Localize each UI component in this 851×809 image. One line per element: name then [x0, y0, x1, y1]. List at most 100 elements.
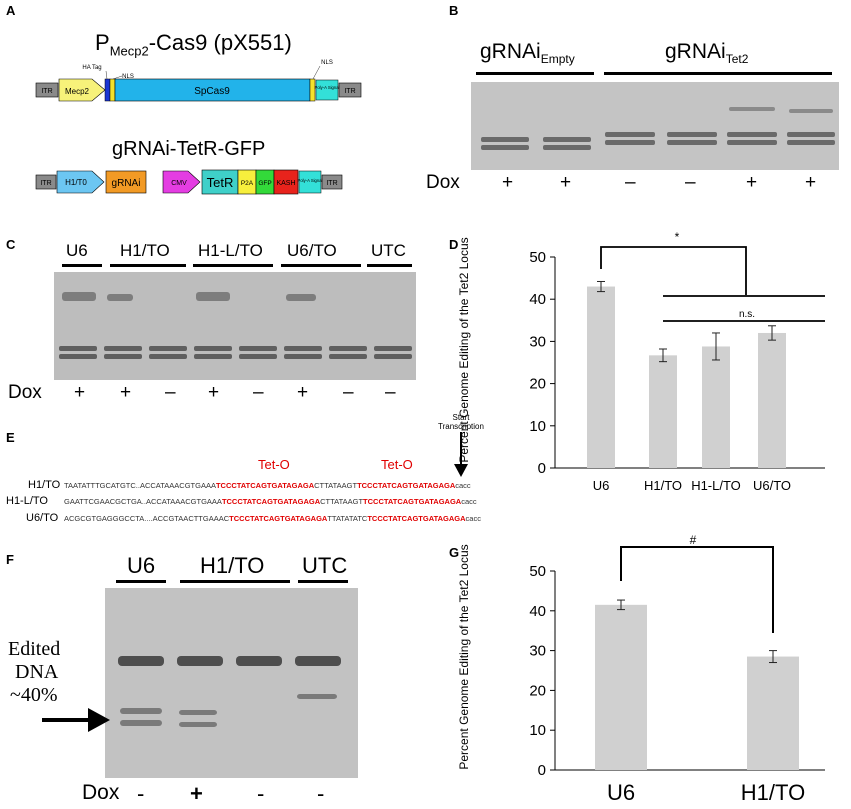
construct2-title: gRNAi-TetR-GFP: [112, 138, 266, 160]
group2-label-main: gRNAi: [665, 40, 726, 63]
y-tick-label: 10: [529, 418, 546, 435]
panel-label-b: B: [449, 3, 459, 18]
grnai-box: [105, 170, 147, 194]
seq-part: ACGCGTGAGGGCCTA....ACCGTAACTTGAAAC: [64, 514, 230, 523]
band: [104, 354, 142, 359]
band: [104, 346, 142, 351]
band: [177, 656, 223, 666]
f-bar-utc: [298, 580, 348, 583]
group1-bar: [476, 72, 594, 75]
gel-b-background: [471, 82, 839, 170]
category-label: U6: [593, 478, 610, 493]
f-group-u6: U6: [127, 553, 156, 578]
y-tick-label: 20: [529, 682, 546, 699]
gel-f-background: [105, 588, 358, 778]
itr-left-box: [35, 82, 59, 98]
kash-box: [273, 169, 299, 195]
kash-label: KASH: [276, 180, 295, 187]
chart-d-bars: [587, 280, 786, 468]
start-transcription-label: Start Transcription: [436, 413, 486, 431]
band: [284, 354, 322, 359]
band: [667, 132, 717, 137]
itr2-right-label: ITR: [326, 180, 337, 187]
chart-g-ticks: 0 10 20 30 40 50: [529, 563, 555, 779]
bar: [758, 332, 786, 468]
c-group-h1lto: H1-L/TO: [198, 241, 263, 260]
dox-label-b: Dox: [426, 172, 460, 193]
y-tick-label: 0: [538, 762, 546, 779]
dox-b-5: +: [746, 172, 758, 193]
y-tick-label: 30: [529, 333, 546, 350]
itr-right-label: ITR: [344, 88, 355, 95]
chart-d-star: *: [675, 230, 680, 244]
c-bar-u6: [62, 264, 102, 267]
edited-line3: ~40%: [10, 684, 58, 706]
seq-row-u6to-name: U6/TO: [26, 512, 59, 524]
gel-c-background: [54, 272, 416, 380]
ha-tag-label: HA Tag: [82, 65, 101, 71]
y-tick-label: 0: [538, 460, 546, 477]
group1-label: gRNAiEmpty: [480, 40, 575, 66]
edited-arrow-head: [88, 708, 110, 732]
c-bar-utc: [367, 264, 412, 267]
dox-b-6: +: [805, 172, 817, 193]
band: [236, 656, 282, 666]
tetr-label: TetR: [207, 175, 234, 190]
itr-right-box: [338, 82, 362, 98]
band: [286, 294, 316, 301]
band: [62, 292, 96, 301]
seq-row-h1lto: GAATTCGAACGCTGA..ACCATAAACGTGAAATCCCTATC…: [64, 497, 477, 506]
nls1-box: [109, 78, 116, 102]
dox-f-1: -: [137, 781, 145, 806]
seq-part: TTATATATC: [327, 514, 368, 523]
band: [727, 132, 777, 137]
panel-label-e: E: [6, 430, 15, 445]
teto-seq: TCCCTATCAGTGATAGAGA: [221, 497, 321, 506]
construct1-title-rest: -Cas9 (pX551): [148, 30, 292, 55]
dox-f-2: +: [190, 781, 203, 806]
band: [179, 722, 217, 727]
band: [194, 346, 232, 351]
chart-d-ns: n.s.: [739, 309, 755, 320]
band: [120, 720, 162, 726]
chart-d-bracket-star: [600, 246, 747, 295]
gel-b: [471, 82, 839, 170]
teto-seq: TCCCTATCAGTGATAGAGA: [215, 481, 315, 490]
dox-label-c: Dox: [8, 382, 42, 403]
dox-c-4: +: [208, 382, 220, 403]
teto2-label: Tet-O: [381, 457, 413, 472]
band: [194, 354, 232, 359]
ha-tag-pointer: [105, 70, 108, 80]
seq-row-h1to: TAATATTTGCATGTC..ACCATAAACGTGAAATCCCTATC…: [64, 481, 471, 490]
construct1-title-sub: Mecp2: [109, 43, 149, 59]
f-bar-u6: [116, 580, 166, 583]
gel-b-bands: [481, 132, 835, 150]
edited-line2: DNA: [15, 661, 59, 683]
dox-b-1: +: [502, 172, 514, 193]
construct1-map: ITR Mecp2 HA Tag NLS SpCas9 NLS Poly-A S…: [35, 60, 362, 102]
itr-left-label: ITR: [41, 88, 52, 95]
bar: [747, 656, 799, 770]
panel-label-f: F: [6, 552, 14, 567]
polya2-box: [298, 170, 322, 194]
gel-c: [54, 272, 416, 380]
nls1-pointer: [112, 75, 123, 80]
seq-row-h1to-name: H1/TO: [28, 479, 61, 491]
dox-b-2: +: [560, 172, 572, 193]
chart-g-bars: [595, 599, 799, 770]
gel-c-bands: [59, 346, 412, 359]
y-tick-label: 30: [529, 643, 546, 660]
band: [295, 656, 341, 666]
category-label: U6: [607, 780, 635, 805]
band: [787, 140, 835, 145]
cmv-promoter-arrow: [162, 170, 201, 194]
band: [196, 292, 230, 301]
panel-label-a: A: [6, 3, 16, 18]
start-label-line2: Transcription: [438, 422, 484, 431]
seq-part: GAATTCGAACGCTGA..ACCATAAACGTGAAA: [64, 497, 222, 506]
h1to-promoter-arrow: [56, 170, 105, 194]
band: [605, 132, 655, 137]
chart-g-bracket: [620, 546, 774, 633]
edited-arrow: [42, 708, 110, 732]
polya-label: Poly-A Signal: [315, 85, 340, 90]
